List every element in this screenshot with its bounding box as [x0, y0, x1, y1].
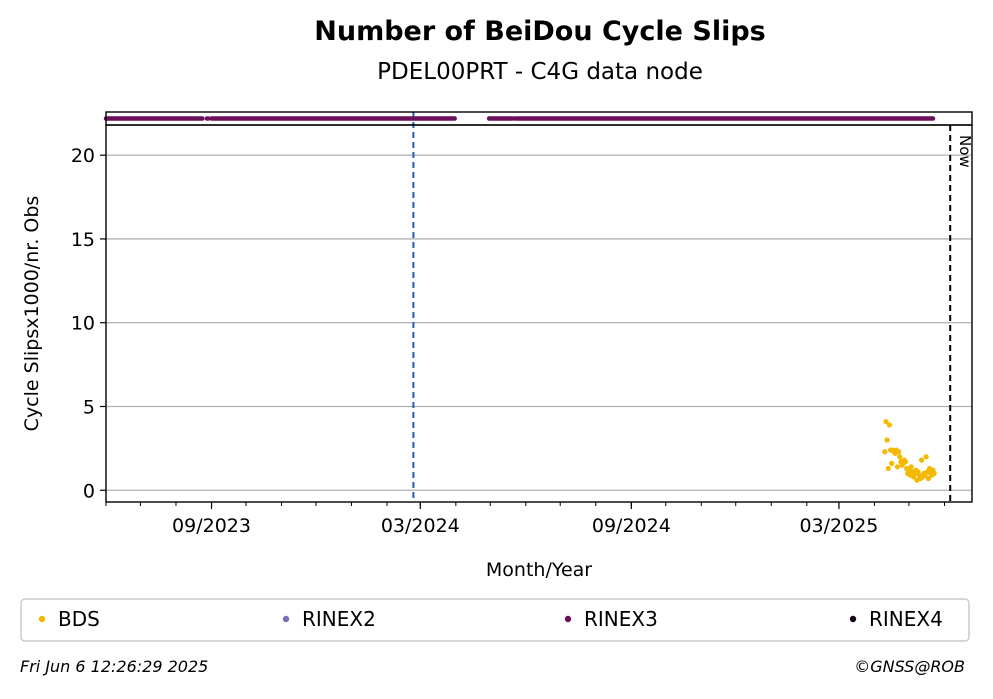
bds-point	[894, 464, 901, 470]
y-tick-label: 15	[71, 229, 95, 251]
bds-point	[885, 465, 891, 472]
legend-label-rinex4: RINEX4	[869, 607, 943, 631]
main-plot-frame	[105, 124, 973, 503]
x-tick-label: 03/2025	[799, 515, 878, 537]
bds-point	[895, 449, 902, 455]
legend-box	[20, 598, 970, 642]
legend-marker-rinex4	[849, 615, 857, 623]
y-tick-label: 10	[71, 313, 95, 335]
footer-copyright: ©GNSS@ROB	[854, 657, 965, 676]
bds-point	[889, 460, 895, 467]
bds-point	[882, 449, 888, 455]
legend-label-rinex3: RINEX3	[584, 607, 658, 631]
legend-label-rinex2: RINEX2	[302, 607, 376, 631]
bds-point	[884, 437, 890, 443]
bds-point	[902, 459, 909, 465]
legend-marker-rinex3	[564, 615, 572, 623]
gridlines	[106, 154, 972, 491]
y-tick-label: 20	[71, 145, 95, 167]
bds-point	[925, 475, 932, 482]
availability-frame	[105, 111, 973, 126]
y-axis-label: Cycle Slipsx1000/nr. Obs	[21, 196, 43, 432]
now-label: Now	[956, 135, 974, 168]
footer-timestamp: Fri Jun 6 12:26:29 2025	[20, 657, 209, 676]
legend-label-bds: BDS	[58, 607, 100, 631]
bds-point	[908, 464, 914, 470]
x-tick-label: 03/2024	[381, 515, 460, 537]
y-tick-label: 0	[83, 480, 95, 502]
bds-point	[923, 454, 929, 460]
legend: BDS RINEX2 RINEX3 RINEX4	[20, 598, 970, 642]
bds-point	[918, 457, 925, 463]
bds-point	[931, 470, 937, 477]
bds-point	[886, 422, 893, 428]
bds-point	[897, 454, 903, 460]
x-tick-label: 09/2023	[172, 515, 251, 537]
legend-marker-rinex2	[282, 615, 290, 623]
chart-title: Number of BeiDou Cycle Slips	[314, 16, 766, 47]
x-axis-label: Month/Year	[486, 559, 592, 581]
axes: 0 5 10 15 20 Now 09/2023 03/2024 09/2024 03/2025 M…	[21, 111, 974, 581]
data-points	[882, 418, 937, 483]
legend-marker-bds	[38, 615, 46, 623]
chart-subtitle: PDEL00PRT - C4G data node	[377, 59, 703, 85]
y-tick-label: 5	[83, 396, 95, 418]
bds-point	[883, 418, 889, 425]
x-tick-label: 09/2024	[592, 515, 671, 537]
